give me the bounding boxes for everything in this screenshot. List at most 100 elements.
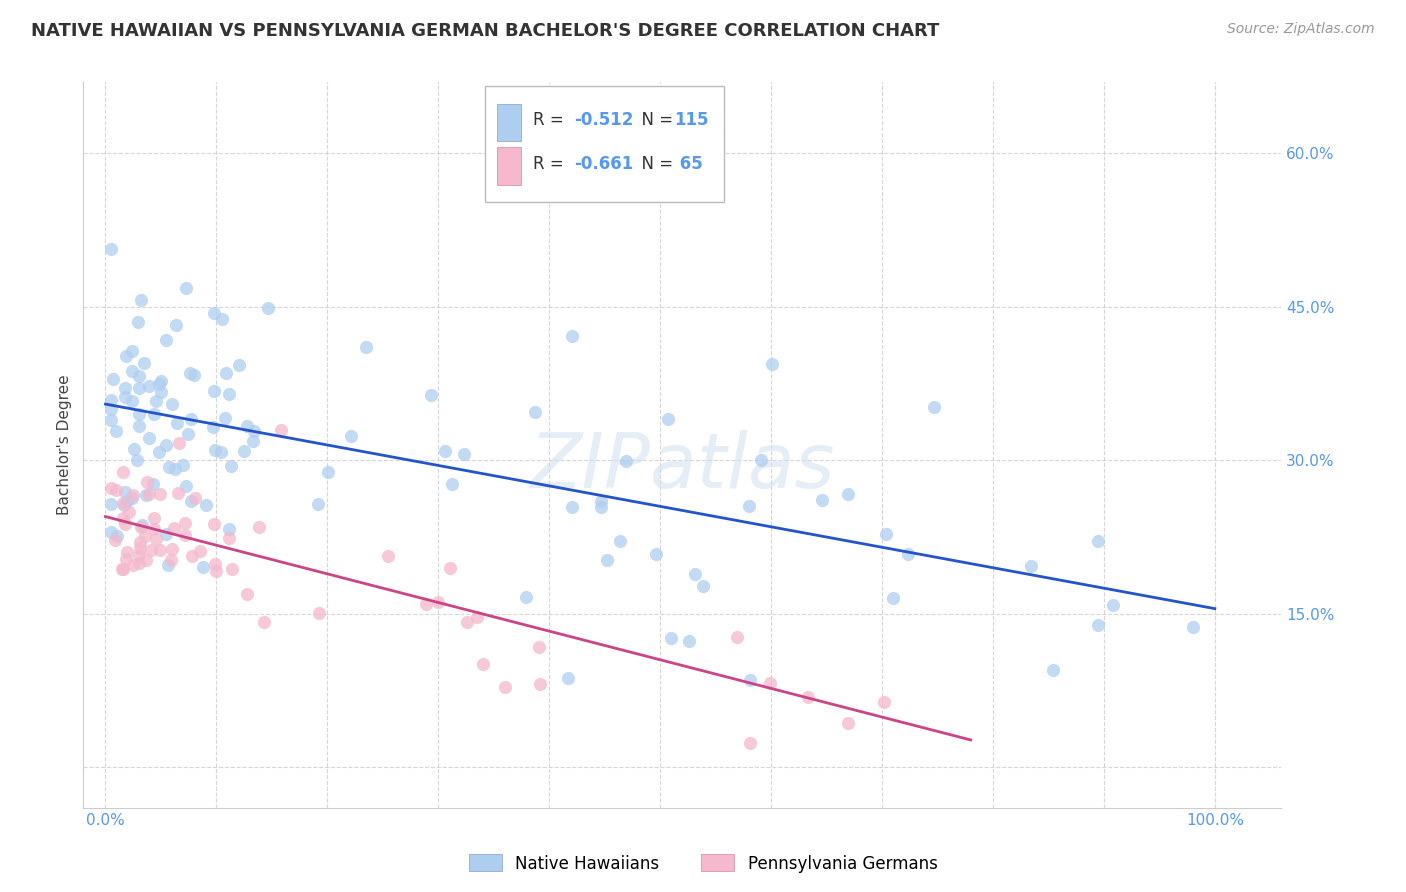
Point (122, 488, 145, 502)
Point (683, 566, 706, 581)
Point (160, 397, 183, 411)
Point (100, 497, 122, 511)
Point (169, 435, 191, 450)
Point (561, 500, 583, 514)
Text: 115: 115 (673, 111, 709, 129)
Point (155, 333, 177, 347)
Point (1042, 664, 1064, 678)
Point (143, 407, 166, 421)
Point (692, 579, 714, 593)
Point (875, 526, 897, 541)
FancyBboxPatch shape (496, 147, 520, 185)
Point (174, 516, 197, 530)
Point (221, 562, 243, 576)
Point (142, 522, 165, 536)
Point (103, 533, 125, 547)
Point (118, 505, 141, 519)
Point (738, 673, 761, 688)
Point (114, 517, 136, 532)
Point (129, 520, 152, 534)
Point (111, 561, 134, 575)
Point (105, 424, 128, 438)
Point (456, 615, 478, 629)
Point (316, 465, 339, 479)
Point (252, 615, 274, 629)
Text: -0.512: -0.512 (575, 111, 634, 129)
Point (415, 597, 437, 611)
Point (125, 453, 148, 467)
Point (657, 412, 679, 426)
Point (135, 488, 157, 502)
Legend: Native Hawaiians, Pennsylvania Germans: Native Hawaiians, Pennsylvania Germans (461, 847, 945, 880)
Point (204, 443, 226, 458)
Point (837, 716, 859, 731)
FancyBboxPatch shape (496, 103, 520, 142)
Point (112, 511, 135, 525)
Text: Source: ZipAtlas.com: Source: ZipAtlas.com (1227, 22, 1375, 37)
Point (145, 393, 167, 408)
Point (183, 368, 205, 382)
Point (270, 423, 292, 437)
Point (114, 391, 136, 405)
Point (105, 529, 128, 543)
Point (165, 462, 187, 476)
Point (128, 381, 150, 395)
Point (128, 548, 150, 562)
Point (340, 429, 363, 443)
Point (179, 366, 201, 380)
Text: R =: R = (533, 154, 568, 172)
Point (377, 549, 399, 563)
Point (557, 671, 579, 685)
Point (173, 528, 195, 542)
Point (796, 690, 818, 705)
Text: N =: N = (631, 154, 678, 172)
Point (609, 533, 631, 548)
Point (180, 411, 202, 425)
Point (134, 529, 156, 543)
Point (596, 553, 619, 567)
Point (131, 518, 153, 533)
Point (114, 349, 136, 363)
Point (659, 631, 682, 645)
Point (166, 485, 188, 500)
Point (184, 491, 207, 505)
Point (614, 453, 637, 467)
Point (678, 634, 700, 648)
Point (202, 517, 225, 532)
Point (121, 558, 143, 573)
Point (129, 293, 152, 307)
Point (218, 532, 240, 546)
Text: 65: 65 (673, 154, 703, 172)
Point (111, 465, 134, 479)
Point (1087, 617, 1109, 632)
Point (465, 610, 488, 624)
Point (180, 549, 202, 563)
Point (922, 400, 945, 414)
Point (204, 557, 226, 571)
Point (202, 419, 225, 434)
Point (157, 460, 180, 475)
Point (205, 564, 228, 578)
Point (811, 493, 834, 508)
Point (1102, 598, 1125, 612)
Text: N =: N = (631, 111, 678, 129)
Text: -0.661: -0.661 (575, 154, 634, 172)
Point (749, 453, 772, 467)
Point (155, 527, 177, 541)
Point (115, 493, 138, 508)
Point (149, 374, 172, 388)
Point (515, 591, 537, 605)
Point (121, 394, 143, 409)
Point (242, 434, 264, 448)
Point (111, 562, 134, 576)
Point (837, 487, 859, 501)
Point (1019, 558, 1042, 573)
Point (427, 595, 450, 609)
Point (737, 499, 759, 513)
Point (235, 587, 257, 601)
Y-axis label: Bachelor's Degree: Bachelor's Degree (58, 375, 72, 516)
Point (111, 495, 134, 509)
Point (166, 416, 188, 430)
Point (738, 736, 761, 750)
Point (176, 426, 198, 441)
